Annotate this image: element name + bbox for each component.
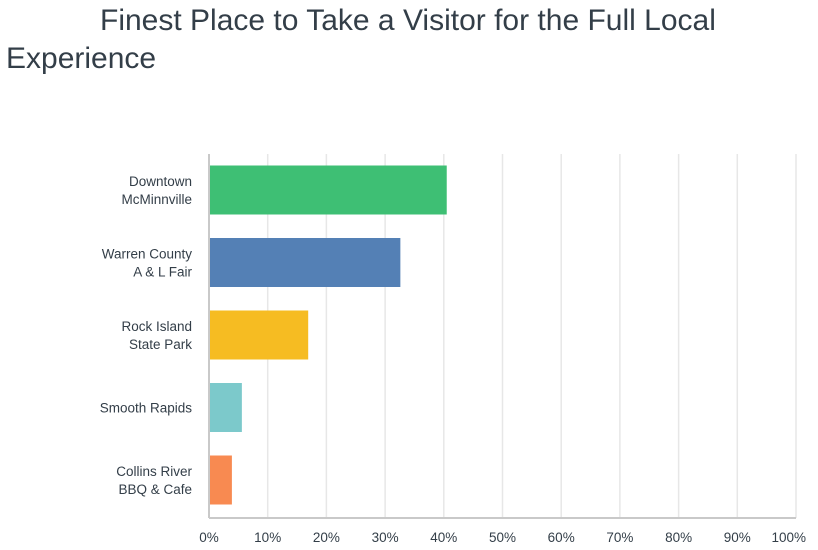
category-label-1: Downtown McMinnville: [121, 174, 192, 207]
bar-4[interactable]: [209, 383, 242, 432]
x-tick-label-40: 40%: [430, 530, 457, 545]
category-label-3: Rock Island State Park: [121, 319, 192, 352]
x-tick-label-80: 80%: [665, 530, 692, 545]
category-label-4: Smooth Rapids: [100, 401, 193, 416]
bar-5[interactable]: [209, 455, 232, 505]
x-tick-label-0: 0%: [199, 530, 219, 545]
grid-lines: [266, 154, 797, 518]
x-tick-label-30: 30%: [372, 530, 399, 545]
x-tick-label-90: 90%: [724, 530, 751, 545]
x-tick-label-60: 60%: [548, 530, 575, 545]
category-labels: Downtown McMinnville Warren County A & L Fa…: [100, 174, 193, 497]
x-tick-label-100: 100%: [771, 530, 806, 545]
category-label-2: Warren County A & L Fair: [102, 247, 193, 280]
x-tick-label-20: 20%: [313, 530, 340, 545]
x-tick-label-70: 70%: [606, 530, 633, 545]
x-tick-labels: 0% 10% 20% 30% 40% 50% 60% 70% 80% 90% 100%: [199, 530, 806, 545]
bars: [209, 165, 447, 505]
x-tick-label-10: 10%: [254, 530, 281, 545]
bar-2[interactable]: [209, 238, 401, 287]
bar-1[interactable]: [209, 165, 447, 215]
chart-title: Finest Place to Take a Visitor for the F…: [6, 4, 716, 75]
bar-3[interactable]: [209, 310, 309, 360]
category-label-5: Collins River BBQ & Cafe: [116, 464, 192, 497]
x-tick-label-50: 50%: [489, 530, 516, 545]
